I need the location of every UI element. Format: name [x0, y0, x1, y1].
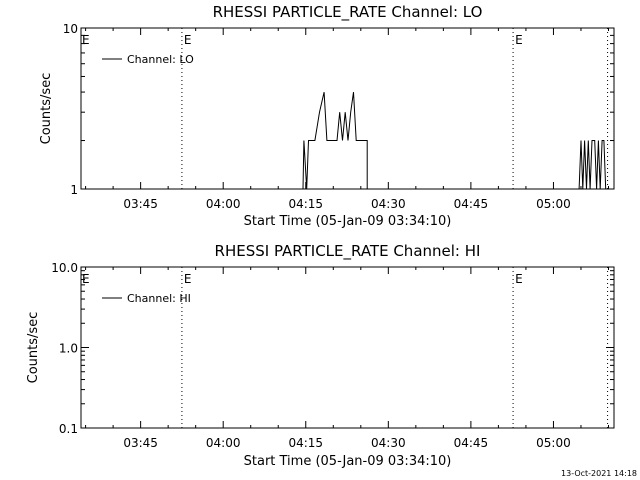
- plot-frame: [80, 27, 615, 190]
- eclipse-marker-label: E: [184, 33, 192, 47]
- x-axis-label: Start Time (05-Jan-09 03:34:10): [244, 214, 452, 229]
- eclipse-marker-label: E: [515, 272, 523, 286]
- x-tick-label: 04:45: [454, 436, 489, 450]
- legend-entry: Channel: LO: [127, 53, 194, 66]
- plot-timestamp: 13-Oct-2021 14:18: [561, 469, 637, 478]
- y-tick-label: 10.0: [51, 261, 78, 275]
- x-tick-label: 04:15: [288, 436, 323, 450]
- eclipse-marker-label: E: [82, 33, 90, 47]
- x-tick-label: 05:00: [536, 197, 571, 211]
- x-tick-label: 05:00: [536, 436, 571, 450]
- x-tick-label: 03:45: [123, 197, 158, 211]
- y-tick-label: 0.1: [59, 422, 78, 436]
- y-tick-label: 1: [70, 183, 78, 197]
- eclipse-marker-label: E: [515, 33, 523, 47]
- x-tick-label: 04:30: [371, 197, 406, 211]
- x-tick-label: 04:30: [371, 436, 406, 450]
- chart-title: RHESSI PARTICLE_RATE Channel: LO: [213, 3, 483, 22]
- eclipse-marker-label: E: [82, 272, 90, 286]
- y-tick-label: 10: [63, 22, 78, 36]
- series-line-channel-lo: [302, 91, 607, 190]
- x-tick-label: 04:00: [206, 197, 241, 211]
- x-tick-label: 04:45: [454, 197, 489, 211]
- y-axis-label: Counts/sec: [26, 312, 41, 384]
- chart-title: RHESSI PARTICLE_RATE Channel: HI: [215, 242, 481, 261]
- eclipse-marker-label: E: [184, 272, 192, 286]
- x-axis-label: Start Time (05-Jan-09 03:34:10): [244, 454, 452, 469]
- y-axis-label: Counts/sec: [39, 73, 54, 145]
- x-tick-label: 04:15: [288, 197, 323, 211]
- y-tick-label: 1.0: [59, 342, 78, 356]
- x-tick-label: 03:45: [123, 436, 158, 450]
- x-tick-label: 04:00: [206, 436, 241, 450]
- legend-entry: Channel: HI: [127, 292, 191, 305]
